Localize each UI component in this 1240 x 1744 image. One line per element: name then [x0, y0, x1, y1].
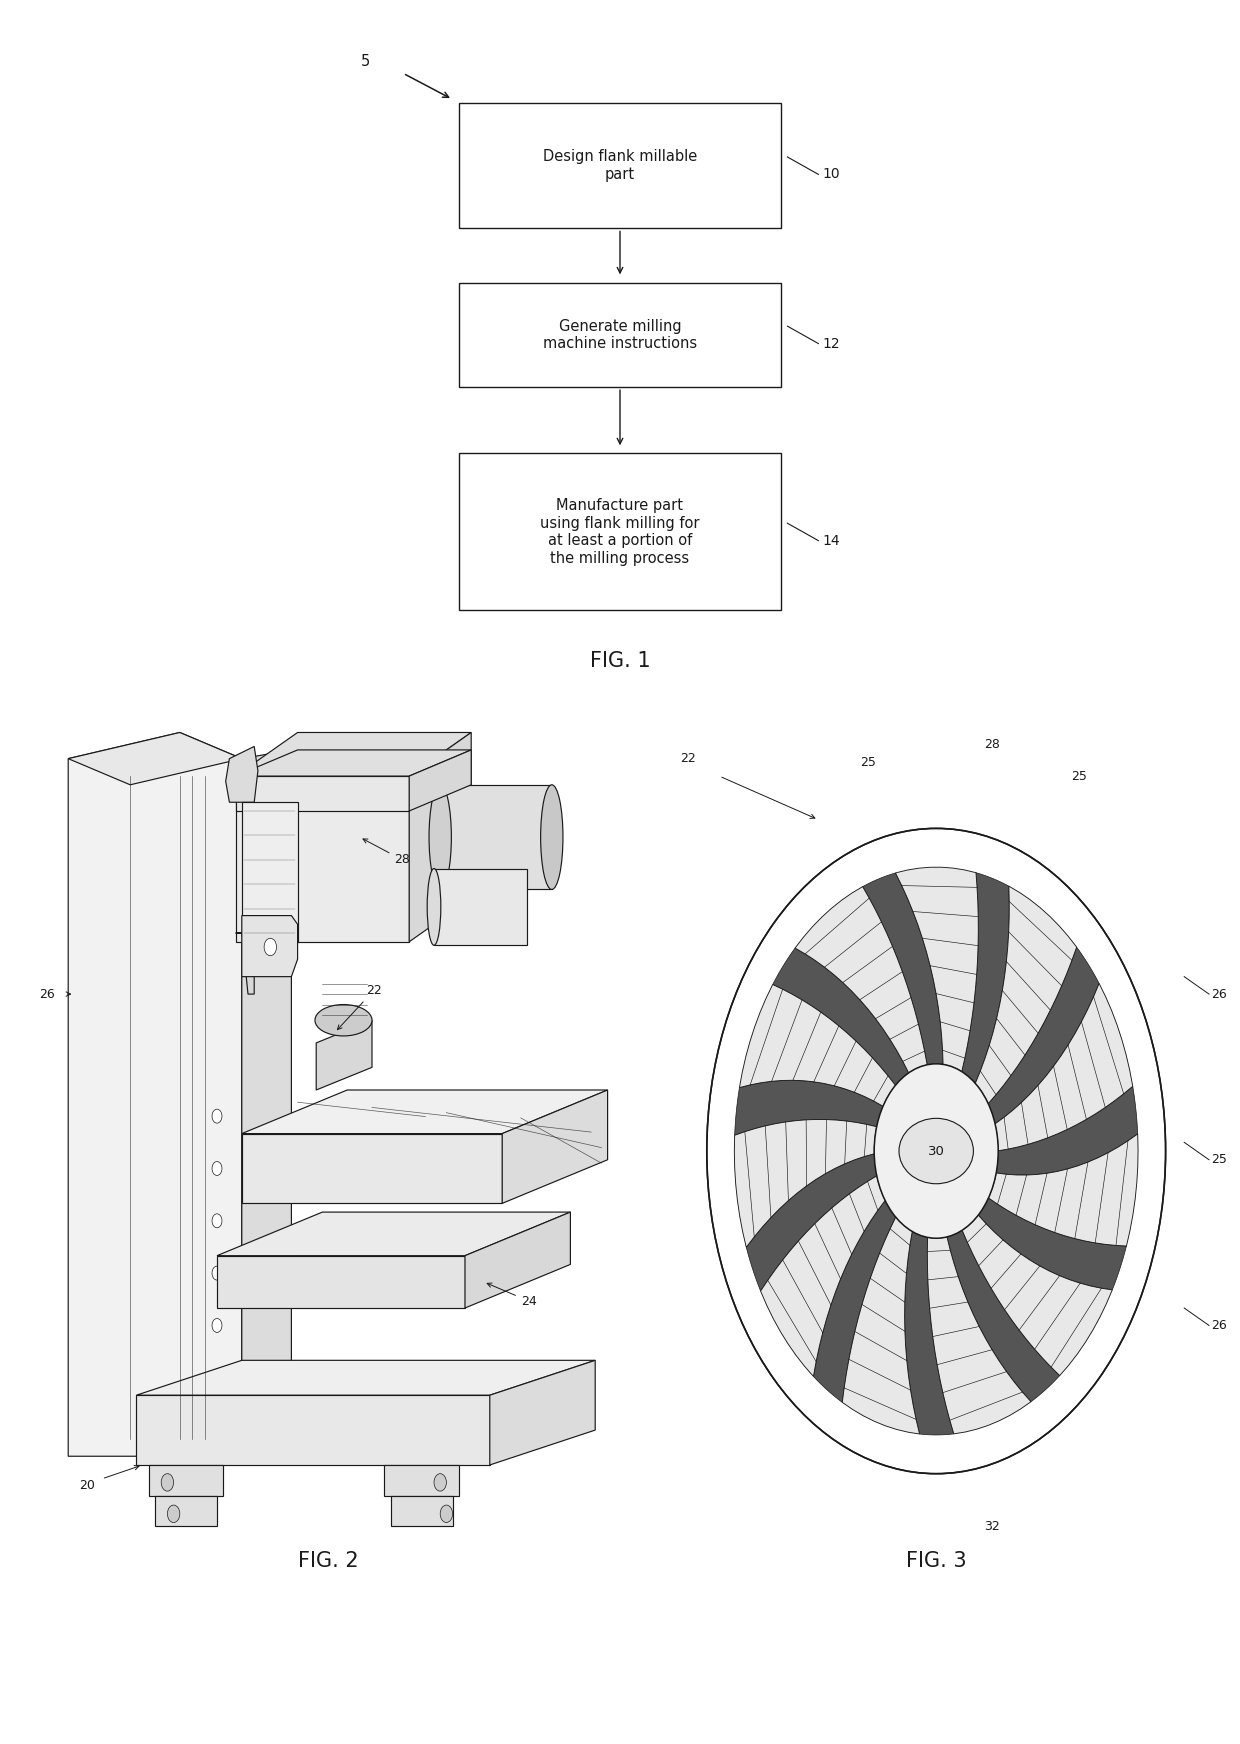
Polygon shape — [136, 1360, 595, 1395]
Bar — [384, 1465, 459, 1496]
Polygon shape — [136, 1395, 490, 1465]
Polygon shape — [905, 1231, 954, 1435]
Polygon shape — [502, 1090, 608, 1203]
Text: 26: 26 — [1211, 987, 1228, 1001]
Ellipse shape — [429, 785, 451, 889]
Text: 25: 25 — [1211, 1153, 1228, 1167]
Circle shape — [212, 1214, 222, 1228]
Ellipse shape — [315, 1005, 372, 1036]
Polygon shape — [68, 732, 242, 785]
Polygon shape — [409, 750, 471, 811]
Polygon shape — [813, 1200, 895, 1402]
Polygon shape — [739, 985, 895, 1106]
Polygon shape — [760, 1175, 885, 1376]
Circle shape — [212, 1162, 222, 1175]
Polygon shape — [217, 1256, 465, 1308]
Polygon shape — [226, 746, 258, 802]
Polygon shape — [734, 1120, 877, 1247]
Circle shape — [264, 938, 277, 956]
Text: 25: 25 — [1071, 769, 1086, 783]
Text: 20: 20 — [79, 1479, 94, 1493]
Polygon shape — [490, 1360, 595, 1465]
Polygon shape — [236, 732, 471, 776]
Text: 22: 22 — [681, 752, 696, 766]
Polygon shape — [976, 886, 1076, 1104]
Text: FIG. 2: FIG. 2 — [299, 1550, 358, 1571]
Polygon shape — [242, 1090, 608, 1134]
Text: 28: 28 — [363, 839, 410, 867]
Bar — [155, 1496, 217, 1526]
Text: Manufacture part
using flank milling for
at least a portion of
the milling proce: Manufacture part using flank milling for… — [541, 499, 699, 565]
Bar — [459, 453, 781, 610]
Polygon shape — [465, 1212, 570, 1308]
Bar — [459, 283, 781, 387]
Polygon shape — [962, 872, 1009, 1083]
Polygon shape — [217, 1212, 570, 1256]
Circle shape — [212, 1318, 222, 1332]
Text: FIG. 1: FIG. 1 — [590, 651, 650, 670]
Polygon shape — [978, 1198, 1126, 1291]
Text: 30: 30 — [928, 1144, 945, 1158]
Bar — [440, 785, 552, 889]
Text: 22: 22 — [337, 984, 382, 1029]
Polygon shape — [988, 1134, 1138, 1245]
Circle shape — [440, 1505, 453, 1523]
Circle shape — [212, 1109, 222, 1123]
Polygon shape — [242, 802, 298, 942]
Polygon shape — [947, 1230, 1060, 1402]
Text: 28: 28 — [985, 738, 999, 752]
Polygon shape — [988, 947, 1099, 1123]
Polygon shape — [842, 1217, 920, 1434]
Bar — [149, 1465, 223, 1496]
Polygon shape — [409, 732, 471, 942]
Polygon shape — [773, 949, 909, 1085]
Ellipse shape — [427, 869, 441, 945]
Text: Design flank millable
part: Design flank millable part — [543, 150, 697, 181]
Text: FIG. 3: FIG. 3 — [906, 1550, 966, 1571]
Polygon shape — [795, 886, 928, 1073]
Polygon shape — [68, 732, 242, 1456]
Text: 5: 5 — [361, 54, 371, 68]
Polygon shape — [242, 750, 291, 1456]
Circle shape — [874, 1064, 998, 1238]
Text: 26: 26 — [40, 987, 55, 1001]
Circle shape — [212, 1266, 222, 1280]
Polygon shape — [928, 1236, 1030, 1434]
Circle shape — [161, 1474, 174, 1491]
Text: 14: 14 — [822, 534, 839, 548]
Bar — [459, 103, 781, 228]
Polygon shape — [962, 1216, 1112, 1376]
Polygon shape — [242, 1134, 502, 1203]
Circle shape — [707, 828, 1166, 1474]
Text: Generate milling
machine instructions: Generate milling machine instructions — [543, 319, 697, 351]
Ellipse shape — [541, 785, 563, 889]
Polygon shape — [316, 1020, 372, 1090]
Bar — [391, 1496, 453, 1526]
Polygon shape — [236, 750, 471, 776]
Text: 12: 12 — [822, 337, 839, 351]
Circle shape — [434, 1474, 446, 1491]
Circle shape — [167, 1505, 180, 1523]
Text: 26: 26 — [1211, 1318, 1228, 1332]
Polygon shape — [236, 933, 254, 994]
Bar — [236, 776, 409, 942]
Polygon shape — [895, 867, 978, 1071]
Polygon shape — [734, 1080, 883, 1135]
Bar — [434, 869, 527, 945]
Polygon shape — [863, 874, 944, 1066]
Text: 24: 24 — [487, 1284, 537, 1308]
Text: 10: 10 — [822, 167, 839, 181]
Polygon shape — [746, 1155, 877, 1291]
Text: 25: 25 — [861, 755, 875, 769]
Text: 32: 32 — [985, 1519, 999, 1533]
Ellipse shape — [899, 1118, 973, 1184]
Circle shape — [212, 1371, 222, 1385]
Polygon shape — [236, 776, 409, 811]
Polygon shape — [242, 916, 298, 977]
Polygon shape — [996, 984, 1133, 1151]
Polygon shape — [996, 1087, 1138, 1175]
